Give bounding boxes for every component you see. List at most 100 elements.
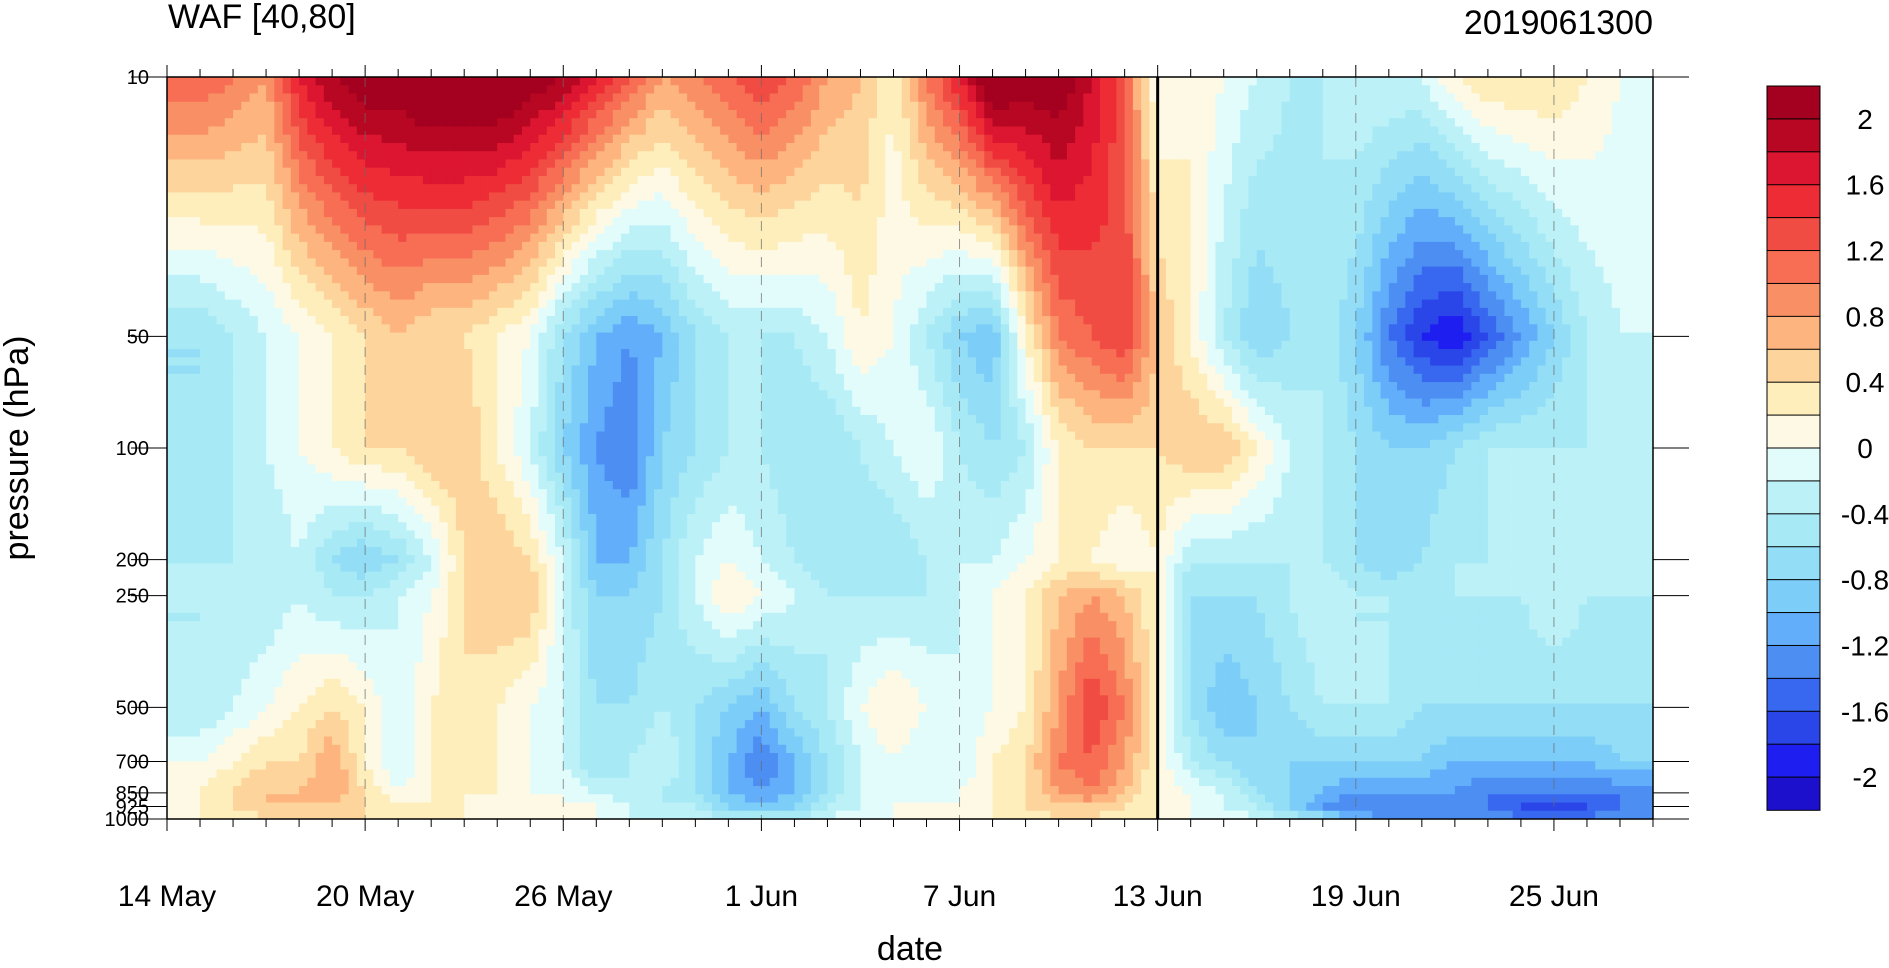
heatmap-cell bbox=[365, 241, 374, 251]
heatmap-cell bbox=[200, 159, 209, 169]
heatmap-cell bbox=[1215, 151, 1225, 161]
heatmap-cell bbox=[827, 101, 837, 111]
heatmap-cell bbox=[1099, 208, 1109, 218]
heatmap-cell bbox=[414, 134, 424, 144]
heatmap-cell bbox=[703, 93, 713, 103]
heatmap-cell bbox=[827, 225, 837, 235]
heatmap-cell bbox=[1504, 109, 1514, 119]
heatmap-cell bbox=[224, 200, 234, 210]
heatmap-cell bbox=[1240, 126, 1250, 136]
heatmap-cell bbox=[513, 109, 523, 119]
heatmap-cell bbox=[175, 291, 185, 301]
heatmap-cell bbox=[910, 109, 919, 119]
heatmap-cell bbox=[1281, 274, 1291, 284]
heatmap-cell bbox=[472, 200, 482, 210]
heatmap-cell bbox=[703, 225, 713, 235]
heatmap-cell bbox=[513, 266, 523, 276]
heatmap-cell bbox=[290, 118, 300, 128]
heatmap-cell bbox=[1537, 109, 1547, 119]
heatmap-cell bbox=[422, 126, 432, 136]
heatmap-cell bbox=[1603, 142, 1613, 152]
heatmap-cell bbox=[1231, 283, 1241, 292]
heatmap-cell bbox=[406, 291, 416, 301]
heatmap-cell bbox=[579, 175, 589, 185]
heatmap-cell bbox=[934, 126, 944, 136]
heatmap-cell bbox=[1446, 142, 1456, 152]
heatmap-cell bbox=[621, 200, 630, 210]
heatmap-cell bbox=[431, 233, 441, 243]
heatmap-cell bbox=[654, 184, 663, 194]
heatmap-cell bbox=[1619, 77, 1629, 86]
heatmap-cell bbox=[1611, 184, 1621, 194]
heatmap-cell bbox=[513, 142, 523, 152]
heatmap-cell bbox=[1644, 175, 1653, 185]
heatmap-cell bbox=[1595, 225, 1605, 235]
heatmap-cell bbox=[323, 291, 333, 301]
heatmap-cell bbox=[951, 250, 961, 259]
heatmap-cell bbox=[744, 142, 754, 152]
heatmap-cell bbox=[810, 184, 820, 194]
heatmap-cell bbox=[1000, 184, 1010, 194]
heatmap-cell bbox=[1355, 126, 1365, 136]
heatmap-cell bbox=[1454, 274, 1464, 284]
heatmap-cell bbox=[992, 101, 1002, 111]
heatmap-cell bbox=[1397, 109, 1406, 119]
heatmap-cell bbox=[1595, 258, 1605, 268]
heatmap-cell bbox=[1157, 291, 1167, 301]
heatmap-cell bbox=[736, 101, 746, 111]
heatmap-cell bbox=[786, 266, 796, 276]
heatmap-cell bbox=[893, 93, 903, 103]
heatmap-cell bbox=[852, 266, 862, 276]
heatmap-cell bbox=[579, 200, 589, 210]
heatmap-cell bbox=[934, 233, 944, 243]
heatmap-cell bbox=[216, 299, 226, 309]
heatmap-cell bbox=[200, 217, 209, 226]
heatmap-cell bbox=[1256, 85, 1266, 95]
heatmap-cell bbox=[315, 175, 325, 185]
heatmap-cell bbox=[488, 159, 498, 169]
heatmap-cell bbox=[1562, 200, 1572, 210]
heatmap-cell bbox=[224, 266, 234, 276]
heatmap-cell bbox=[678, 175, 688, 185]
heatmap-cell bbox=[1231, 200, 1241, 210]
heatmap-cell bbox=[662, 283, 672, 292]
heatmap-cell bbox=[621, 93, 630, 103]
heatmap-cell bbox=[1512, 258, 1522, 268]
heatmap-cell bbox=[1322, 192, 1332, 202]
heatmap-cell bbox=[1405, 151, 1415, 161]
heatmap-cell bbox=[1619, 283, 1629, 292]
heatmap-cell bbox=[1215, 291, 1225, 301]
heatmap-cell bbox=[1479, 142, 1489, 152]
heatmap-cell bbox=[1141, 283, 1151, 292]
heatmap-cell bbox=[1595, 159, 1605, 169]
heatmap-cell bbox=[695, 274, 705, 284]
heatmap-cell bbox=[414, 225, 424, 235]
heatmap-cell bbox=[381, 118, 391, 128]
heatmap-cell bbox=[1636, 266, 1646, 276]
heatmap-cell bbox=[1586, 109, 1596, 119]
heatmap-cell bbox=[175, 77, 185, 86]
heatmap-cell bbox=[1116, 151, 1126, 161]
heatmap-cell bbox=[596, 151, 606, 161]
heatmap-cell bbox=[315, 118, 325, 128]
heatmap-cell bbox=[1636, 167, 1646, 177]
heatmap-cell bbox=[175, 118, 185, 128]
heatmap-cell bbox=[266, 85, 275, 95]
heatmap-cell bbox=[1281, 142, 1291, 152]
heatmap-cell bbox=[1446, 217, 1456, 226]
heatmap-cell bbox=[1388, 274, 1398, 284]
heatmap-cell bbox=[1628, 208, 1638, 218]
heatmap-cell bbox=[1628, 274, 1638, 284]
heatmap-cell bbox=[1397, 200, 1406, 210]
heatmap-cell bbox=[266, 167, 275, 177]
heatmap-cell bbox=[1009, 217, 1018, 226]
heatmap-cell bbox=[1174, 77, 1184, 86]
heatmap-cell bbox=[728, 151, 738, 161]
heatmap-cell bbox=[488, 175, 498, 185]
heatmap-cell bbox=[1388, 159, 1398, 169]
heatmap-cell bbox=[356, 291, 366, 301]
heatmap-cell bbox=[1496, 151, 1505, 161]
heatmap-cell bbox=[1058, 151, 1068, 161]
heatmap-cell bbox=[736, 175, 746, 185]
heatmap-cell bbox=[810, 85, 820, 95]
